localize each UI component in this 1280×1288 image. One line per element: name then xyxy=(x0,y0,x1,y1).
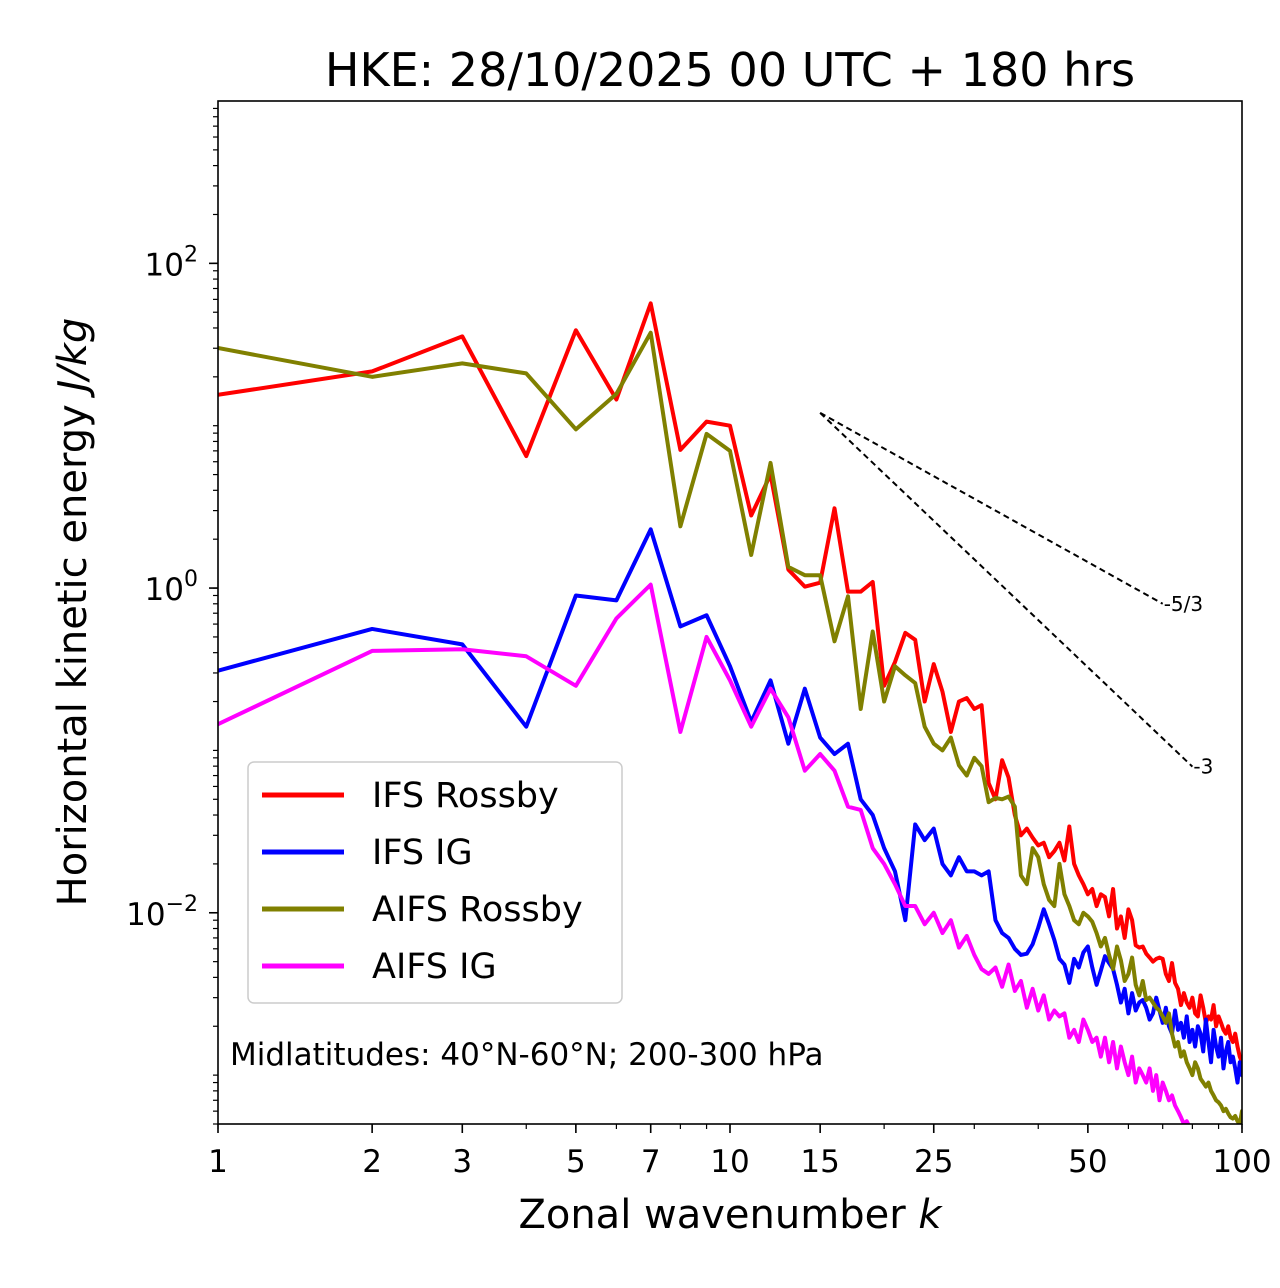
legend-label: AIFS Rossby xyxy=(372,890,583,930)
y-tick-exponent: 0 xyxy=(184,567,198,592)
x-tick-label: 3 xyxy=(452,1144,472,1180)
y-axis-title: Horizontal kinetic energy J/kg xyxy=(50,318,96,907)
x-tick-label: 10 xyxy=(710,1144,749,1180)
x-axis: 1 2 3 5 7 10 15 25 50 100 xyxy=(208,1124,1272,1180)
x-tick-label: 7 xyxy=(641,1144,661,1180)
y-tick-base: 10 xyxy=(145,572,184,608)
y-tick-label: 100 xyxy=(145,567,198,608)
x-tick-label: 25 xyxy=(914,1144,953,1180)
reference-lines: -5/3 -3 xyxy=(819,411,1213,779)
y-tick-label: 102 xyxy=(145,242,198,283)
x-tick-label: 100 xyxy=(1212,1144,1271,1180)
y-tick-base: 10 xyxy=(126,897,165,933)
y-tick-label: 10−2 xyxy=(126,892,198,933)
reference-line-2 xyxy=(819,412,1194,768)
y-tick-exponent: 2 xyxy=(184,242,198,267)
x-axis-variable: k xyxy=(918,1192,943,1238)
series-line-ifs-rossby xyxy=(218,301,1242,1065)
reference-line-label-2: -3 xyxy=(1193,755,1213,779)
reference-line-label-1: -5/3 xyxy=(1164,592,1203,616)
y-axis-label: Horizontal kinetic energy xyxy=(50,404,96,906)
reference-line-1 xyxy=(819,411,1164,605)
x-tick-label: 1 xyxy=(208,1144,228,1180)
x-tick-label: 5 xyxy=(566,1144,586,1180)
series-line-aifs-rossby xyxy=(218,330,1242,1124)
legend: IFS Rossby IFS IG AIFS Rossby AIFS IG xyxy=(247,761,623,1004)
chart-title: HKE: 28/10/2025 00 UTC + 180 hrs xyxy=(325,43,1135,97)
legend-label: IFS IG xyxy=(372,833,473,873)
x-tick-label: 2 xyxy=(362,1144,382,1180)
y-tick-exponent: −2 xyxy=(166,892,198,917)
series-line-ifs-ig xyxy=(218,527,1242,1085)
legend-entries: IFS Rossby IFS IG AIFS Rossby AIFS IG xyxy=(262,776,583,987)
x-tick-label: 50 xyxy=(1068,1144,1107,1180)
x-tick-label: 15 xyxy=(800,1144,839,1180)
legend-label: IFS Rossby xyxy=(372,776,559,816)
series-layer xyxy=(218,301,1242,1124)
region-annotation: Midlatitudes: 40°N-60°N; 200-300 hPa xyxy=(230,1037,824,1073)
legend-label: AIFS IG xyxy=(372,947,497,987)
y-axis-unit: J/kg xyxy=(50,318,96,399)
x-axis-label: Zonal wavenumber xyxy=(518,1192,906,1238)
plot-area: -5/3 -3 xyxy=(217,100,1243,1125)
series-line-aifs-ig xyxy=(218,582,1191,1124)
y-tick-base: 10 xyxy=(145,247,184,283)
x-axis-title: Zonal wavenumber k xyxy=(518,1192,943,1238)
legend-frame xyxy=(247,761,623,1004)
